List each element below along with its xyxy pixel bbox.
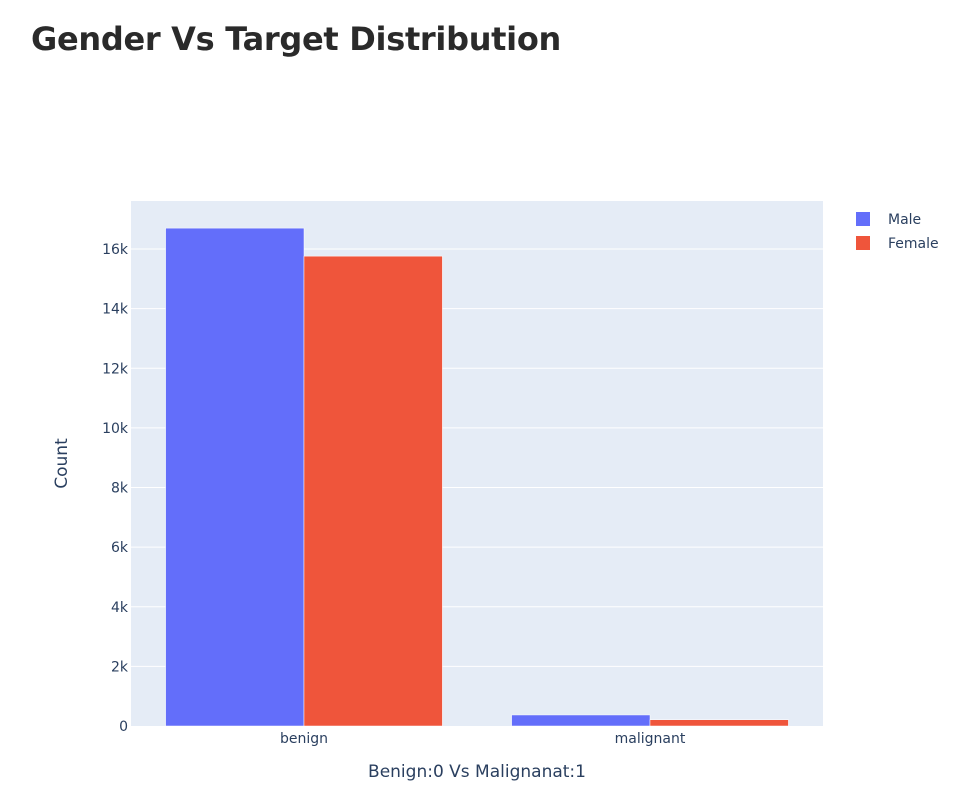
y-axis-title: Count <box>52 438 72 489</box>
y-tick-label: 16k <box>102 242 129 258</box>
x-axis-ticks: benign malignant <box>280 731 686 747</box>
bar-male-benign[interactable] <box>165 227 305 727</box>
legend-swatch <box>856 236 870 250</box>
y-tick-label: 4k <box>111 600 129 616</box>
bar-female-benign[interactable] <box>303 255 443 727</box>
legend-swatch <box>856 212 870 226</box>
y-tick-label: 0 <box>119 719 128 735</box>
y-tick-label: 8k <box>111 481 129 497</box>
y-tick-label: 6k <box>111 540 129 556</box>
y-tick-label: 14k <box>102 302 129 318</box>
bars <box>165 227 789 727</box>
y-tick-label: 2k <box>111 659 129 675</box>
legend-item-female[interactable]: Female <box>856 236 939 252</box>
bar-male-malignant[interactable] <box>511 714 651 727</box>
y-axis-ticks: 0 2k 4k 6k 8k 10k 12k 14k 16k <box>102 242 129 735</box>
legend[interactable]: Male Female <box>856 212 939 252</box>
x-tick-label: benign <box>280 731 328 747</box>
legend-label: Female <box>888 236 939 252</box>
chart-title: Gender Vs Target Distribution <box>31 20 562 58</box>
bar-female-malignant[interactable] <box>649 719 789 727</box>
x-axis-title: Benign:0 Vs Malignanat:1 <box>368 762 586 782</box>
y-tick-label: 10k <box>102 421 129 437</box>
y-tick-label: 12k <box>102 361 129 377</box>
legend-label: Male <box>888 212 921 228</box>
x-tick-label: malignant <box>615 731 686 747</box>
legend-item-male[interactable]: Male <box>856 212 921 228</box>
